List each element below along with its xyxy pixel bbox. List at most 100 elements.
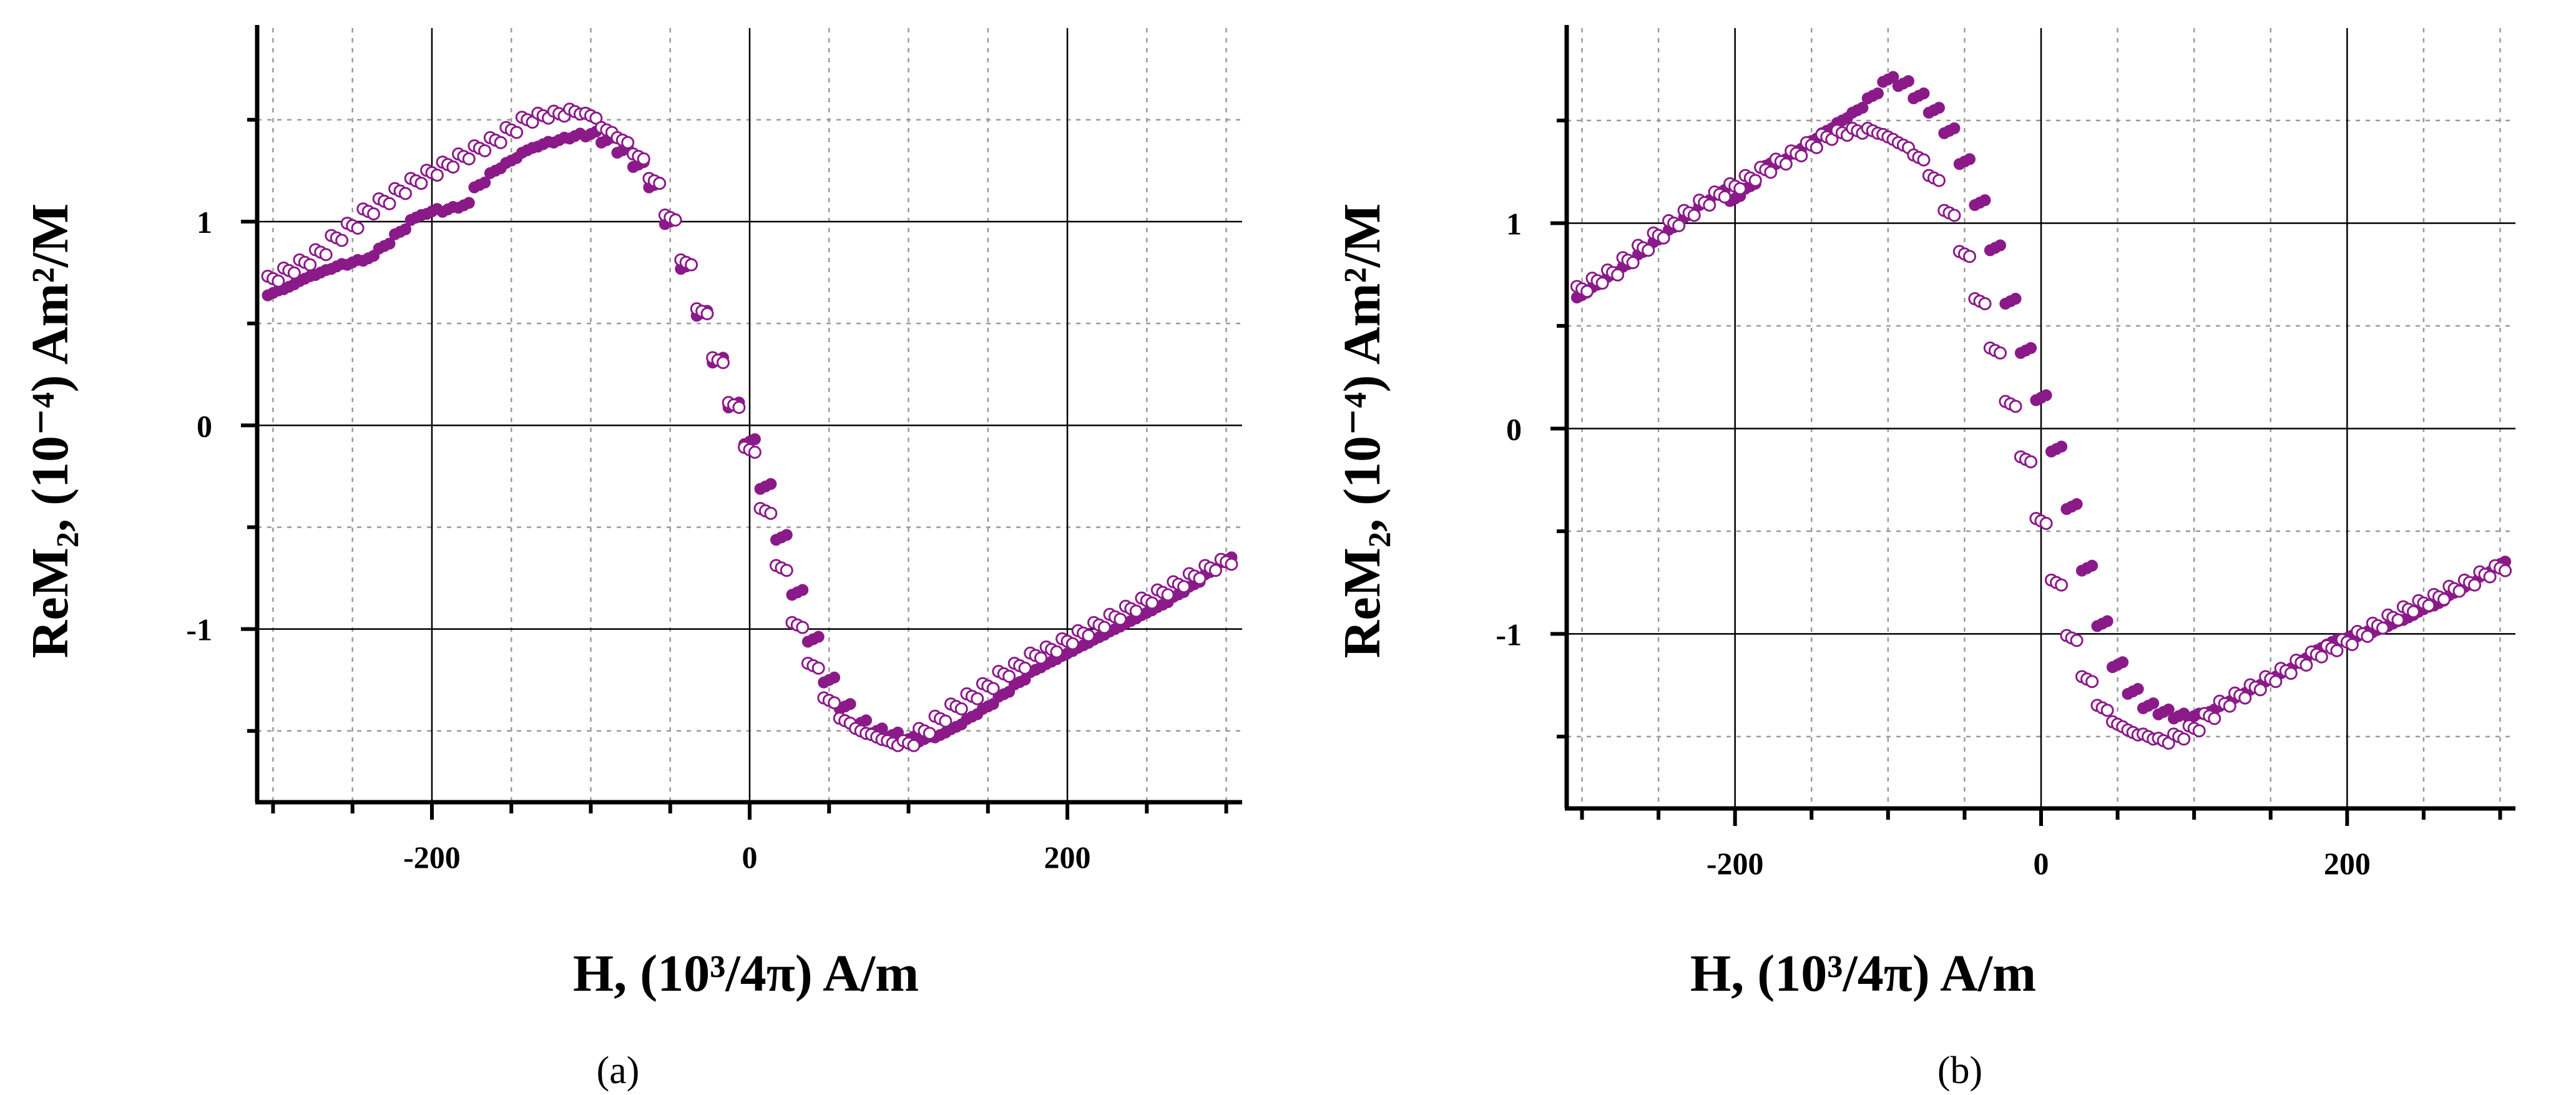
open-point-a	[716, 356, 730, 370]
filled-point-b	[2009, 293, 2022, 305]
filled-point-b	[2117, 656, 2129, 669]
open-point-b	[2253, 683, 2267, 697]
filled-point-a	[828, 671, 841, 684]
open-point-a	[1208, 564, 1222, 577]
filled-point-b	[2040, 389, 2052, 401]
x-axis-title-a: H, (10³/4π) A/m	[573, 945, 919, 1003]
open-point-b	[1932, 174, 1946, 187]
axes-a	[241, 25, 1242, 820]
open-point-b	[1611, 268, 1625, 282]
open-point-b	[1978, 297, 1992, 310]
filled-point-b	[2162, 703, 2175, 715]
open-point-b	[2437, 592, 2451, 606]
filled-point-b	[1887, 71, 1899, 83]
filled-point-a	[796, 584, 809, 596]
open-point-a	[653, 177, 667, 190]
open-point-b	[2238, 691, 2252, 705]
open-point-a	[764, 506, 778, 520]
open-point-b	[1917, 153, 1931, 167]
filled-point-a	[383, 237, 396, 250]
open-point-a	[1018, 661, 1032, 675]
filled-point-a	[748, 433, 761, 446]
open-point-b	[1687, 209, 1701, 222]
open-point-a	[1145, 596, 1159, 610]
open-point-a	[907, 739, 921, 752]
open-point-a	[272, 274, 285, 288]
y-tick-label-a: 1	[197, 205, 212, 240]
open-point-b	[2422, 599, 2436, 612]
open-point-a	[637, 152, 650, 165]
open-point-a	[510, 125, 524, 139]
y-axis-title-b: ReM₂, (10⁻⁴) Am²/M	[1333, 204, 1391, 659]
open-point-a	[1002, 669, 1016, 683]
grid-b	[1567, 28, 2515, 808]
open-point-a	[462, 152, 476, 165]
open-point-a	[1193, 572, 1207, 586]
tick-labels-b: -200 0 200 -1 0 1	[1496, 207, 2370, 881]
x-axis-title-b: H, (10³/4π) A/m	[1690, 945, 2036, 1003]
filled-point-b	[2086, 559, 2099, 572]
open-point-b	[2192, 724, 2206, 738]
axes-b	[1550, 25, 2515, 826]
open-point-b	[2345, 638, 2359, 651]
filled-point-b	[2055, 440, 2068, 453]
open-point-b	[1595, 277, 1609, 290]
open-point-a	[1161, 588, 1175, 602]
open-point-b	[1642, 243, 1655, 257]
open-point-a	[954, 702, 968, 716]
open-point-a	[1129, 604, 1143, 618]
x-tick-label-a: -200	[403, 840, 461, 875]
open-point-b	[1718, 190, 1731, 204]
filled-point-b	[1948, 122, 1961, 135]
open-point-b	[2452, 584, 2466, 598]
open-point-b	[1672, 219, 1686, 232]
y-tick-label-b: 0	[1506, 411, 1522, 446]
open-point-a	[589, 111, 603, 125]
x-tick-label-b: 0	[2034, 846, 2049, 881]
open-point-b	[2376, 621, 2389, 635]
open-point-b	[2361, 629, 2374, 643]
open-point-b	[2314, 650, 2328, 664]
open-point-a	[494, 135, 507, 149]
open-point-b	[1994, 346, 2007, 360]
open-point-b	[2269, 675, 2283, 689]
open-point-b	[2208, 712, 2221, 725]
open-point-b	[2070, 634, 2084, 647]
open-point-b	[1580, 285, 1594, 298]
open-point-a	[335, 233, 349, 247]
open-point-b	[2391, 613, 2405, 627]
filled-point-a	[812, 631, 825, 643]
y-tick-label-b: -1	[1496, 617, 1522, 652]
filled-point-b	[1932, 102, 1945, 114]
open-point-a	[828, 696, 841, 710]
panel-label-a: (a)	[597, 1049, 640, 1092]
open-point-a	[383, 197, 396, 210]
open-point-a	[1034, 651, 1048, 665]
filled-point-b	[2025, 342, 2037, 354]
data-points-a	[261, 102, 1238, 752]
open-point-a	[685, 258, 698, 272]
open-point-b	[2284, 667, 2298, 680]
open-point-a	[621, 135, 635, 149]
y-tick-label-a: 0	[197, 408, 212, 443]
filled-point-b	[2147, 697, 2160, 710]
open-point-a	[478, 144, 492, 157]
filled-point-a	[399, 223, 411, 235]
open-point-a	[446, 160, 460, 174]
open-point-b	[2223, 699, 2236, 713]
filled-point-b	[2101, 615, 2113, 627]
filled-point-b	[1871, 87, 1884, 100]
data-points-b	[1570, 71, 2512, 750]
open-point-b	[2406, 605, 2420, 619]
open-point-a	[923, 727, 936, 740]
y-tick-label-a: -1	[186, 612, 212, 647]
x-tick-label-a: 0	[742, 840, 758, 875]
open-point-b	[2085, 675, 2099, 689]
filled-point-a	[765, 478, 777, 490]
open-point-b	[2468, 578, 2482, 592]
open-point-b	[2330, 644, 2344, 657]
chart-panel-b: -200 0 200 -1 0 1 H, (10³/4π) A/m ReM₂, (10⁻⁴…	[1333, 25, 2515, 1092]
open-point-a	[796, 621, 810, 634]
open-point-a	[939, 714, 953, 728]
